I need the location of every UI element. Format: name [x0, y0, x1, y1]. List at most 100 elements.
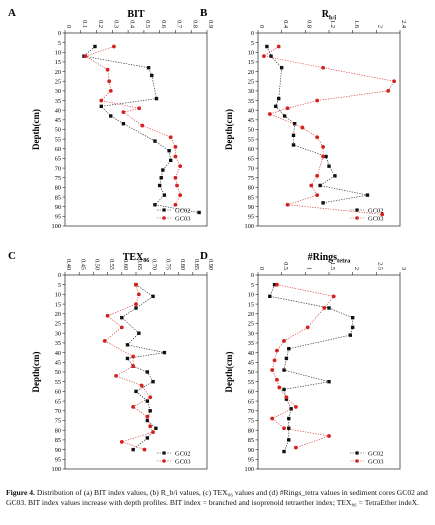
data-point-gc03	[119, 439, 124, 444]
y-tick-label: 50	[55, 369, 61, 376]
data-point-gc03	[121, 110, 126, 115]
y-tick-label: 0	[251, 272, 254, 279]
data-point-gc03	[173, 175, 178, 180]
data-point-gc03	[139, 383, 144, 388]
x-tick-label: 0	[258, 25, 265, 28]
data-point-gc03	[309, 183, 314, 188]
y-tick-label: 70	[55, 165, 61, 172]
data-point-gc02	[282, 114, 287, 118]
data-point-gc03	[178, 193, 183, 198]
y-tick-label: 5	[58, 40, 61, 47]
y-tick-label: 0	[58, 30, 61, 37]
y-axis-label: Depth(cm)	[224, 352, 234, 393]
x-tick-label: 2.4	[400, 20, 407, 29]
y-tick-label: 55	[55, 379, 61, 386]
x-tick-label: 0.85	[193, 259, 200, 270]
data-point-gc02	[146, 66, 151, 70]
data-point-gc03	[262, 54, 266, 59]
data-point-gc03	[178, 164, 183, 169]
y-tick-label: 10	[55, 292, 61, 299]
data-point-gc03	[321, 65, 325, 70]
legend-marker	[355, 208, 359, 212]
y-tick-label: 60	[248, 389, 254, 396]
data-point-gc03	[134, 302, 138, 306]
y-tick-label: 20	[55, 69, 61, 76]
y-tick-label: 45	[248, 117, 254, 124]
legend-label: GC02	[175, 450, 191, 457]
y-tick-label: 90	[55, 204, 61, 211]
y-tick-label: 90	[55, 447, 61, 454]
data-point-gc02	[291, 133, 296, 137]
y-tick-label: 35	[55, 98, 61, 105]
data-point-gc03	[134, 282, 138, 287]
data-point-gc02	[282, 449, 286, 454]
x-tick-label: 0.8	[191, 20, 198, 28]
data-point-gc03	[275, 348, 279, 353]
data-point-gc02	[284, 397, 289, 401]
legend-marker	[162, 216, 166, 220]
data-point-gc02	[148, 409, 152, 413]
data-point-gc03	[114, 373, 119, 378]
data-point-gc02	[291, 143, 296, 147]
data-point-gc03	[173, 154, 178, 159]
data-point-gc02	[153, 139, 157, 143]
data-point-gc02	[324, 154, 328, 159]
legend-marker	[355, 216, 359, 220]
data-point-gc02	[327, 306, 331, 310]
data-point-gc02	[277, 96, 281, 101]
x-tick-label: 0.7	[176, 20, 183, 28]
data-point-gc03	[272, 358, 277, 363]
y-tick-label: 85	[55, 194, 61, 201]
panel-title: Rb/i	[322, 9, 337, 22]
y-tick-label: 80	[55, 427, 61, 434]
y-tick-label: 95	[55, 214, 61, 221]
y-tick-label: 40	[55, 107, 61, 114]
y-tick-label: 75	[55, 418, 61, 425]
data-point-gc03	[108, 89, 113, 93]
y-tick-label: 15	[248, 59, 254, 66]
data-point-gc02	[134, 389, 138, 394]
series-line-gc03	[104, 284, 154, 450]
y-tick-label: 35	[248, 340, 254, 347]
data-point-gc03	[293, 405, 298, 409]
data-point-gc03	[112, 44, 116, 49]
x-tick-label: 0.9	[207, 20, 214, 28]
x-tick-label: 2	[353, 267, 360, 270]
y-tick-label: 85	[55, 437, 61, 444]
x-tick-label: 0.5	[282, 262, 289, 270]
y-tick-label: 80	[248, 427, 254, 434]
y-tick-label: 95	[248, 457, 254, 464]
y-tick-label: 35	[55, 340, 61, 347]
data-point-gc03	[267, 112, 272, 116]
y-tick-label: 100	[52, 466, 61, 473]
y-tick-label: 30	[55, 88, 61, 95]
legend-label: GC03	[368, 458, 384, 465]
x-tick-label: 0.1	[81, 20, 88, 28]
data-point-gc02	[268, 294, 272, 299]
x-tick-label: 0.80	[179, 259, 186, 270]
panel-letter: D	[200, 250, 208, 262]
x-tick-label: 1.5	[329, 262, 336, 270]
y-tick-label: 10	[248, 292, 254, 299]
x-tick-label: 0.70	[150, 259, 157, 270]
y-tick-label: 10	[248, 50, 254, 57]
panel-c: C TEX₈₆ 0.40 0.45 0.50 0.55 0.60 0.65 0.70 0.75 0.…	[8, 250, 214, 473]
data-point-gc02	[282, 368, 286, 372]
data-point-gc03	[327, 434, 331, 438]
x-tick-label: 2	[377, 25, 384, 28]
legend-marker	[355, 451, 359, 455]
panel-letter: C	[8, 250, 16, 262]
y-tick-label: 55	[248, 136, 254, 143]
y-tick-label: 100	[245, 466, 254, 473]
data-point-gc02	[93, 44, 97, 49]
y-tick-label: 50	[248, 127, 254, 134]
data-point-gc03	[282, 339, 286, 343]
data-point-gc02	[157, 183, 162, 188]
data-point-gc03	[276, 44, 281, 49]
figure-caption: Figure 4. Distribution of (a) BIT index …	[6, 488, 430, 508]
legend-label: GC02	[175, 207, 191, 214]
y-tick-label: 65	[248, 156, 254, 163]
y-tick-label: 65	[55, 156, 61, 163]
y-tick-label: 85	[248, 194, 254, 201]
